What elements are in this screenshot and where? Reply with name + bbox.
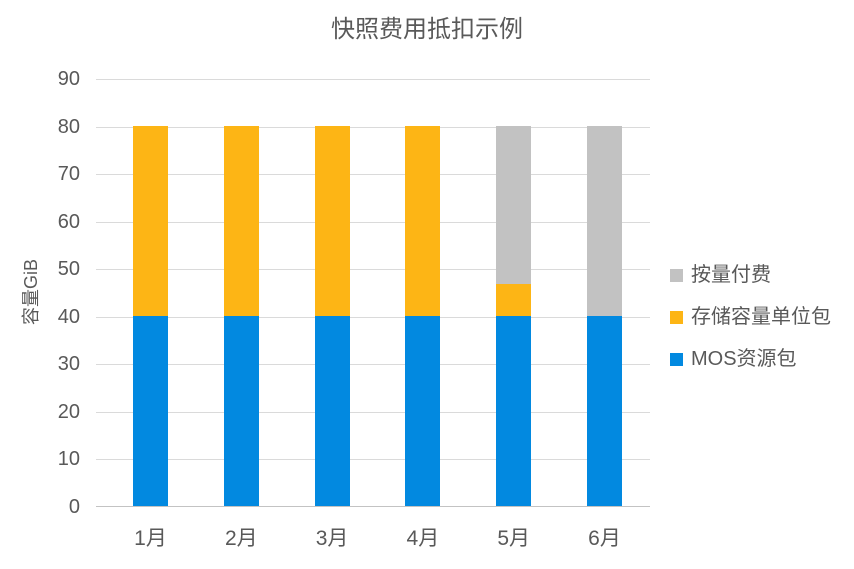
y-tick-label: 0 — [68, 496, 80, 518]
bar-4月 — [405, 125, 441, 506]
bar-segment-存储容量单位包 — [223, 125, 259, 316]
gridline — [96, 174, 650, 176]
x-tick-label: 2月 — [224, 527, 258, 550]
y-tick-label: 20 — [57, 400, 80, 423]
legend-swatch-icon — [670, 268, 683, 282]
gridline — [96, 459, 650, 461]
y-tick-label: 10 — [57, 448, 80, 471]
y-tick-label: 30 — [57, 353, 80, 376]
gridline — [96, 269, 650, 271]
gridline — [96, 411, 650, 413]
x-tick-label: 4月 — [406, 527, 440, 550]
y-tick-label: 80 — [57, 115, 80, 138]
y-tick-label: 70 — [57, 163, 80, 186]
legend-item: 按量付费 — [670, 265, 831, 285]
bar-3月 — [314, 125, 350, 506]
plot-area — [96, 79, 650, 507]
bar-segment-MOS资源包 — [496, 315, 532, 506]
y-tick-label: 90 — [57, 68, 80, 90]
x-axis-line — [96, 506, 650, 507]
legend-swatch-icon — [670, 310, 683, 324]
legend-label: 按量付费 — [691, 264, 771, 286]
gridline — [96, 79, 650, 80]
bar-segment-MOS资源包 — [314, 315, 350, 506]
legend-label: 存储容量单位包 — [691, 306, 831, 328]
gridline — [96, 221, 650, 223]
x-tick-label: 1月 — [134, 527, 167, 550]
bar-segment-按量付费 — [587, 125, 622, 316]
bar-segment-MOS资源包 — [587, 315, 622, 506]
bar-5月 — [496, 125, 532, 506]
x-tick-label: 6月 — [588, 527, 621, 550]
bar-segment-存储容量单位包 — [133, 125, 168, 316]
legend-item: 存储容量单位包 — [670, 307, 831, 327]
legend: 按量付费存储容量单位包 MOS资源包 — [670, 265, 831, 369]
bar-segment-MOS资源包 — [405, 315, 441, 506]
bar-segment-存储容量单位包 — [314, 125, 350, 316]
bar-6月 — [587, 125, 622, 506]
chart-title: 快照费用抵扣示例 — [331, 16, 523, 43]
bar-segment-按量付费 — [496, 125, 532, 284]
x-tick-label: 5月 — [497, 527, 531, 550]
bar-2月 — [223, 125, 259, 506]
y-tick-label: 40 — [57, 305, 80, 328]
y-tick-label: 50 — [57, 258, 80, 281]
bar-segment-MOS资源包 — [223, 315, 259, 506]
bar-segment-MOS资源包 — [133, 315, 168, 506]
gridline — [96, 316, 650, 318]
gridline — [96, 126, 650, 128]
bar-segment-存储容量单位包 — [496, 283, 532, 316]
gridline — [96, 364, 650, 366]
x-tick-label: 3月 — [315, 527, 349, 550]
bar-1月 — [133, 125, 168, 506]
legend-item: MOS资源包 — [670, 349, 831, 369]
y-tick-label: 60 — [57, 210, 80, 233]
legend-label: MOS资源包 — [691, 348, 797, 370]
bar-segment-存储容量单位包 — [405, 125, 441, 316]
legend-swatch-icon — [670, 352, 683, 366]
